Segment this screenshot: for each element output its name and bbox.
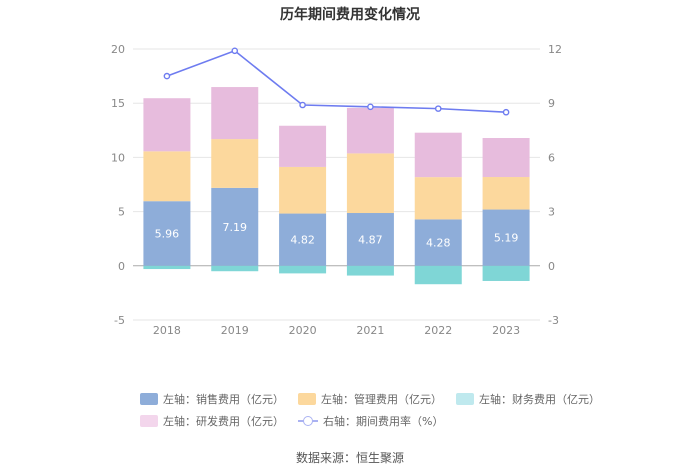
y-right-tick-label: 9	[548, 97, 555, 110]
y-right-tick-label: 6	[548, 151, 555, 164]
sales-data-label: 5.19	[494, 232, 519, 245]
chart-title: 历年期间费用变化情况	[280, 7, 420, 23]
legend-label-rate: 右轴：期间费用率（%）	[323, 415, 444, 428]
legend-label-finance: 左轴：财务费用（亿元）	[479, 393, 600, 406]
legend-label-sales: 左轴：销售费用（亿元）	[163, 393, 284, 406]
y-right-tick-label: 0	[548, 260, 555, 273]
legend-item-admin[interactable]: 左轴：管理费用（亿元）	[298, 391, 442, 407]
admin-bar	[346, 153, 394, 214]
legend-item-finance[interactable]: 左轴：财务费用（亿元）	[456, 391, 600, 407]
y-left-tick-label: 20	[111, 43, 125, 56]
sales-bar	[414, 219, 462, 266]
admin-bar	[143, 151, 191, 202]
sales-bar	[211, 187, 259, 266]
y-right-tick-label: 3	[548, 206, 555, 219]
sales-data-label: 4.87	[358, 233, 383, 246]
finance-bar	[414, 265, 462, 285]
y-left-tick-label: 10	[111, 151, 125, 164]
y-right-tick-label: 12	[548, 43, 562, 56]
finance-bar	[211, 265, 259, 272]
legend-item-sales[interactable]: 左轴：销售费用（亿元）	[140, 391, 284, 407]
sales-bar	[346, 213, 394, 266]
legend-swatch-sales	[140, 393, 158, 405]
legend-label-admin: 左轴：管理费用（亿元）	[321, 393, 442, 406]
finance-bar	[346, 265, 394, 276]
sales-bar	[279, 213, 327, 266]
rnd-bar	[414, 132, 462, 178]
rate-point	[367, 103, 374, 111]
admin-bar	[414, 177, 462, 220]
legend-item-rnd[interactable]: 左轴：研发费用（亿元）	[140, 413, 284, 429]
x-tick-label: 2021	[356, 324, 384, 337]
finance-bar	[279, 265, 327, 274]
y-right-tick-label: -3	[548, 314, 559, 327]
x-tick-label: 2019	[221, 324, 249, 337]
chart-legend: 左轴：销售费用（亿元） 左轴：管理费用（亿元） 左轴：财务费用（亿元） 左轴：研…	[140, 388, 600, 432]
rate-point	[231, 47, 239, 55]
sales-data-label: 7.19	[223, 221, 248, 234]
sales-data-label: 4.28	[426, 237, 451, 250]
admin-bar	[279, 166, 327, 214]
rate-point	[299, 101, 306, 109]
rnd-bar	[143, 98, 191, 152]
finance-bar	[143, 265, 191, 270]
legend-label-rnd: 左轴：研发费用（亿元）	[163, 415, 284, 428]
admin-bar	[482, 177, 530, 210]
sales-bar	[143, 201, 191, 266]
data-source: 数据来源：恒生聚源	[295, 451, 404, 465]
legend-swatch-rate	[298, 415, 318, 427]
rate-line	[166, 49, 507, 114]
rnd-bar	[482, 137, 530, 178]
rate-point	[502, 108, 510, 116]
x-tick-label: 2018	[153, 324, 181, 337]
sales-bar	[482, 209, 530, 266]
x-tick-label: 2023	[492, 324, 520, 337]
sales-data-label: 4.82	[290, 234, 315, 247]
sales-data-label: 5.96	[155, 227, 180, 240]
rnd-bar	[279, 125, 327, 167]
y-left-tick-label: -5	[114, 314, 125, 327]
x-tick-label: 2022	[424, 324, 452, 337]
legend-swatch-rnd	[140, 415, 158, 427]
admin-bar	[211, 139, 259, 188]
rnd-bar	[346, 107, 394, 154]
y-left-tick-label: 15	[111, 97, 125, 110]
legend-item-rate[interactable]: 右轴：期间费用率（%）	[298, 413, 443, 429]
rate-point	[434, 105, 442, 112]
legend-swatch-finance	[456, 393, 474, 405]
y-left-tick-label: 5	[118, 206, 125, 219]
rate-point	[163, 72, 171, 80]
y-left-tick-label: 0	[118, 260, 125, 273]
rnd-bar	[211, 87, 259, 140]
finance-bar	[482, 265, 530, 281]
legend-swatch-admin	[298, 393, 316, 405]
x-tick-label: 2020	[289, 324, 317, 337]
